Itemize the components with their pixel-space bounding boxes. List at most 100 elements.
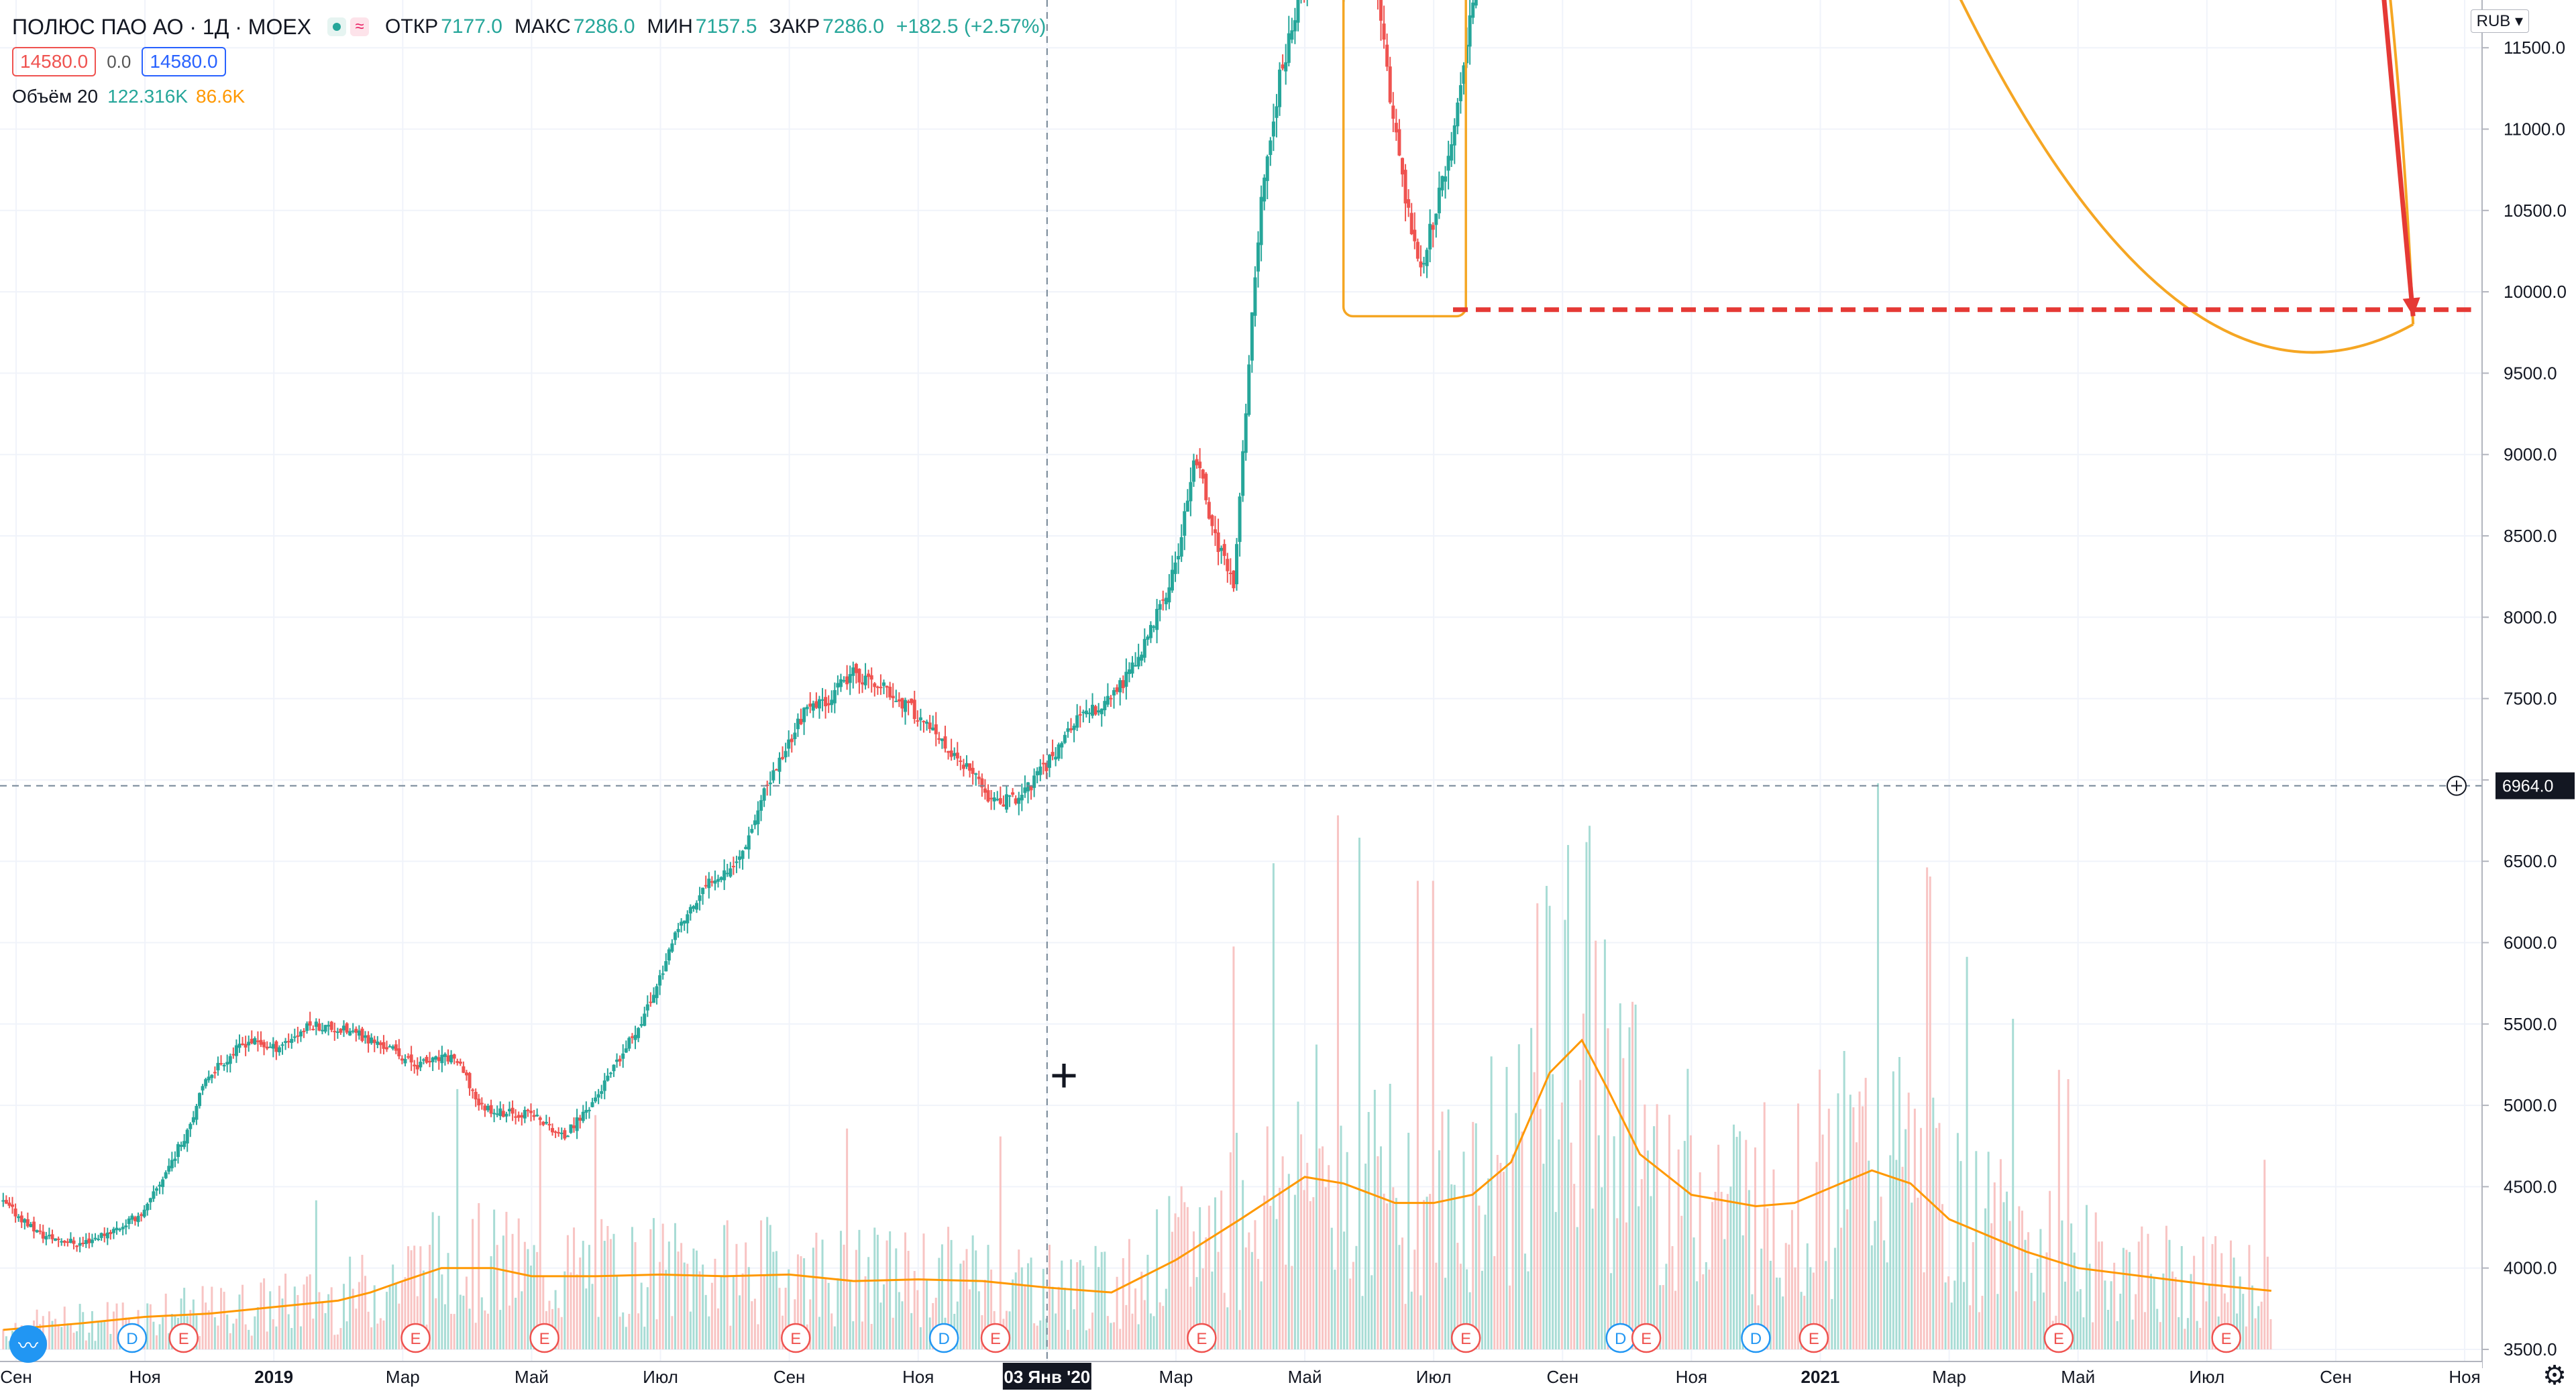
data-problem-icon[interactable]: ≈ bbox=[350, 17, 370, 36]
volume-bar bbox=[904, 1232, 907, 1349]
volume-bar bbox=[2223, 1293, 2226, 1349]
volume-bar bbox=[1862, 1106, 1864, 1349]
candle-body bbox=[1413, 229, 1417, 241]
volume-bar bbox=[1671, 1245, 1674, 1349]
volume-bar bbox=[1662, 1285, 1664, 1349]
candle-body bbox=[992, 797, 996, 801]
candle-body bbox=[520, 1115, 524, 1118]
volume-bar bbox=[576, 1274, 578, 1349]
market-status-icon[interactable] bbox=[327, 17, 347, 36]
volume-bar bbox=[2193, 1256, 2196, 1349]
volume-bar bbox=[1223, 1292, 1226, 1349]
volume-bar bbox=[235, 1319, 237, 1349]
volume-bar bbox=[2129, 1251, 2131, 1349]
candle-body bbox=[1142, 638, 1146, 658]
candle-body bbox=[1124, 671, 1128, 687]
volume-bar bbox=[1849, 1095, 1851, 1349]
candle-body bbox=[1210, 515, 1214, 526]
volume-bar bbox=[1689, 1135, 1692, 1349]
volume-bar bbox=[827, 1282, 830, 1349]
volume-bar bbox=[404, 1277, 407, 1349]
volume-bar bbox=[2006, 1191, 2008, 1349]
candle-body bbox=[244, 1044, 248, 1048]
volume-bar bbox=[702, 1264, 704, 1349]
volume-bar bbox=[824, 1279, 827, 1349]
volume-bar bbox=[57, 1325, 60, 1349]
candle-body bbox=[529, 1111, 533, 1113]
currency-button[interactable]: RUB ▾ bbox=[2470, 9, 2529, 33]
volume-bar bbox=[1168, 1196, 1171, 1349]
volume-bar bbox=[655, 1319, 658, 1349]
volume-bar bbox=[975, 1250, 977, 1349]
candle-body bbox=[744, 846, 748, 850]
settings-gear-icon[interactable]: ⚙ bbox=[2542, 1361, 2567, 1390]
candle-body bbox=[474, 1091, 478, 1100]
price-tick-label: 11000.0 bbox=[2504, 119, 2565, 140]
volume-bar bbox=[1309, 1201, 1311, 1349]
volume-bar bbox=[431, 1212, 434, 1349]
event-marker-label: E bbox=[1641, 1330, 1652, 1348]
candle-body bbox=[787, 739, 791, 749]
candle-body bbox=[977, 777, 981, 779]
buy-price-button[interactable]: 14580.0 bbox=[142, 47, 226, 76]
volume-bar bbox=[1665, 1264, 1668, 1349]
candle-body bbox=[811, 703, 815, 711]
sell-price-button[interactable]: 14580.0 bbox=[12, 47, 97, 76]
time-tick-label: Мар bbox=[386, 1367, 420, 1387]
volume-bar bbox=[1272, 863, 1275, 1349]
volume-bar bbox=[278, 1286, 280, 1349]
volume-bar bbox=[760, 1220, 763, 1349]
candle-body bbox=[56, 1238, 60, 1240]
candle-body bbox=[357, 1030, 361, 1036]
candle-body bbox=[1164, 598, 1168, 604]
candle-body bbox=[777, 757, 782, 772]
volume-bar bbox=[1008, 1311, 1011, 1349]
candle-body bbox=[415, 1064, 419, 1070]
volume-bar bbox=[1883, 1240, 1886, 1349]
volume-bar bbox=[146, 1303, 149, 1349]
volume-bar bbox=[833, 1326, 836, 1349]
candle-body bbox=[354, 1028, 358, 1033]
candle-body bbox=[860, 682, 864, 685]
candle-body bbox=[78, 1243, 82, 1246]
candle-body bbox=[753, 820, 757, 826]
candle-body bbox=[372, 1040, 376, 1044]
candle-body bbox=[575, 1117, 579, 1131]
volume-bar bbox=[1291, 1266, 1293, 1349]
volume-bar bbox=[248, 1329, 250, 1349]
candle-body bbox=[154, 1188, 158, 1191]
candle-body bbox=[664, 961, 668, 972]
volume-bar bbox=[1036, 1325, 1038, 1349]
candle-body bbox=[934, 724, 938, 734]
volume-bar bbox=[318, 1292, 321, 1349]
candle-body bbox=[833, 689, 837, 704]
volume-bar bbox=[2248, 1245, 2251, 1349]
symbol-title[interactable]: ПОЛЮС ПАО АО · 1Д · MOEX bbox=[12, 14, 312, 39]
dividend-marker bbox=[928, 1323, 959, 1353]
volume-bar bbox=[717, 1308, 720, 1349]
volume-bar bbox=[416, 1296, 419, 1349]
volume-bar bbox=[2073, 1252, 2076, 1349]
candle-body bbox=[596, 1094, 600, 1098]
tradingview-logo-icon[interactable]: 〰 bbox=[9, 1325, 47, 1363]
candle-body bbox=[1452, 125, 1456, 146]
volume-indicator-name[interactable]: Объём 20 bbox=[12, 86, 99, 107]
volume-bar bbox=[640, 1282, 643, 1349]
volume-bar bbox=[1192, 1231, 1195, 1349]
volume-bar bbox=[2100, 1241, 2103, 1349]
price-axis[interactable]: 3500.0 4000.0 4500.0 5000.0 5500.0 6000.0 6500… bbox=[2447, 0, 2576, 1395]
candle-body bbox=[1428, 223, 1432, 249]
volume-bar bbox=[864, 1276, 867, 1349]
candle-body bbox=[869, 675, 873, 680]
volume-bar bbox=[1653, 1126, 1656, 1349]
time-axis[interactable]: Сен Ноя 2019 Мар Май Июл Сен Ноя 03 Янв '20 Мар Ма… bbox=[0, 1361, 2482, 1395]
candle-body bbox=[686, 914, 690, 924]
volume-bar bbox=[741, 1273, 744, 1349]
volume-bar bbox=[1917, 1197, 1919, 1349]
volume-bar bbox=[1640, 1179, 1643, 1349]
volume-bar bbox=[1659, 1285, 1662, 1349]
volume-bar bbox=[1904, 1129, 1907, 1349]
candle-body bbox=[471, 1089, 475, 1091]
candle-body bbox=[161, 1179, 165, 1187]
